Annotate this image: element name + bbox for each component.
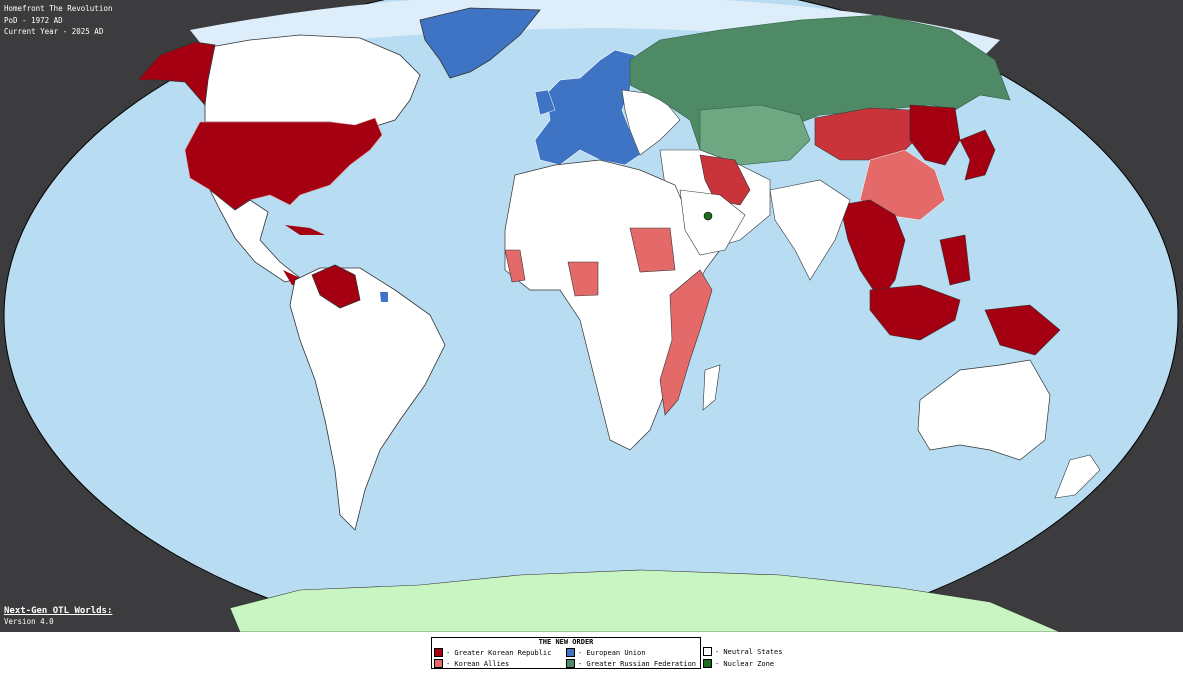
legend-label: - Neutral States	[715, 647, 783, 656]
arctic-ice	[190, 0, 1000, 60]
version-label: Version 4.0	[4, 617, 54, 626]
legend-area: THE NEW ORDER - Greater Korean Republic …	[0, 632, 1183, 676]
legend-title: THE NEW ORDER	[538, 638, 594, 646]
legend-extra: - Neutral States - Nuclear Zone	[703, 646, 782, 670]
map-current-year: Current Year - 2025 AD	[4, 27, 104, 36]
region-papua	[984, 304, 1061, 356]
region-iran	[699, 154, 751, 206]
region-uk	[534, 89, 556, 116]
map-stage: Homefront The Revolution PoD - 1972 AD C…	[0, 0, 1183, 632]
legend-item-greater-russian-federation: - Greater Russian Federation	[566, 658, 696, 669]
region-sudan	[629, 227, 676, 273]
legend-label: - Greater Korean Republic	[446, 648, 552, 657]
legend-item-greater-korean-republic: - Greater Korean Republic	[434, 647, 551, 658]
region-nigeria	[567, 261, 599, 297]
region-madagascar	[702, 364, 721, 411]
region-philippines	[939, 234, 971, 286]
region-french-guiana	[380, 292, 388, 302]
legend-box: THE NEW ORDER - Greater Korean Republic …	[431, 637, 701, 669]
nuclear-zone-marker	[703, 211, 713, 221]
legend-swatch	[566, 659, 575, 668]
region-east-africa-allies	[659, 269, 713, 416]
legend-label: - Greater Russian Federation	[578, 659, 697, 668]
legend-swatch	[566, 648, 575, 657]
region-india	[769, 179, 851, 281]
region-indonesia	[869, 284, 961, 341]
region-southeast-asia	[839, 199, 906, 301]
legend-item-korean-allies: - Korean Allies	[434, 658, 509, 669]
region-mexico	[209, 189, 301, 283]
region-korea-north	[909, 104, 961, 166]
legend-swatch	[434, 648, 443, 657]
map-header: Homefront The Revolution PoD - 1972 AD C…	[4, 3, 112, 38]
legend-swatch	[703, 659, 712, 668]
region-usa	[184, 117, 383, 211]
map-title: Homefront The Revolution	[4, 4, 113, 13]
region-arabia	[679, 189, 746, 256]
region-new-zealand	[1054, 454, 1101, 499]
region-australia	[917, 359, 1051, 461]
region-alaska	[137, 41, 216, 106]
legend-item-nuclear-zone: - Nuclear Zone	[703, 658, 782, 669]
region-japan	[959, 129, 996, 181]
map-pod: PoD - 1972 AD	[4, 15, 63, 25]
world-map	[3, 0, 1179, 632]
legend-item-neutral-states: - Neutral States	[703, 646, 782, 657]
legend-label: - Nuclear Zone	[715, 659, 775, 668]
region-venezuela	[311, 264, 361, 309]
legend-label: - European Union	[578, 648, 646, 657]
region-antarctica	[229, 569, 1061, 632]
legend-label: - Korean Allies	[446, 659, 510, 668]
legend-item-european-union: - European Union	[566, 647, 645, 658]
region-west-africa-ally	[504, 249, 526, 283]
legend-swatch	[703, 647, 712, 656]
region-south-america	[289, 267, 446, 531]
legend-swatch	[434, 659, 443, 668]
series-name: Next-Gen OTL Worlds:	[4, 606, 113, 616]
region-greenland	[419, 7, 541, 79]
region-cuba	[285, 225, 325, 235]
map-credit: Next-Gen OTL Worlds: Version 4.0	[4, 605, 112, 627]
